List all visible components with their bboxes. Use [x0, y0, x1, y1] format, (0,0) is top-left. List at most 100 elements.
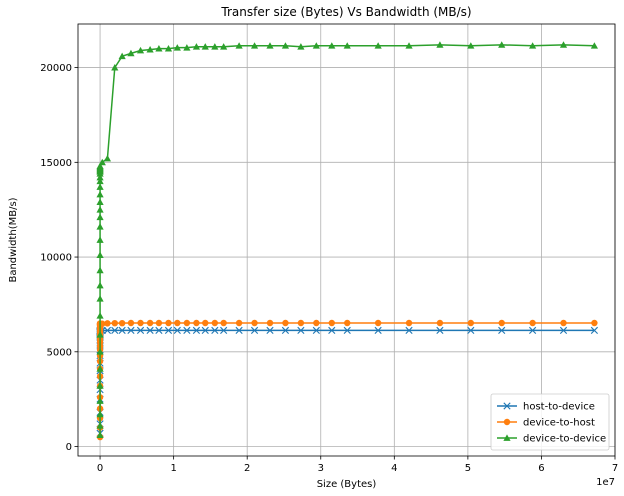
data-point: [155, 326, 163, 334]
y-tick-label: 20000: [40, 63, 72, 74]
data-point: [503, 402, 511, 410]
legend-item: device-to-host: [497, 418, 595, 429]
data-point: [192, 326, 201, 334]
y-tick-label: 10000: [40, 253, 72, 264]
data-point: [193, 319, 200, 327]
data-point: [559, 41, 568, 48]
data-point: [529, 326, 537, 334]
data-point: [96, 236, 104, 243]
legend-box: [490, 393, 610, 451]
y-tick-label: 15000: [40, 158, 72, 169]
chart-title: Transfer size (Bytes) Vs Bandwidth (MB/s…: [220, 5, 471, 19]
data-point: [96, 162, 104, 169]
data-point: [118, 326, 126, 334]
data-point: [103, 326, 112, 334]
data-point: [220, 326, 228, 334]
plot-area: [78, 24, 615, 456]
data-point: [498, 326, 506, 334]
x-axis-offset-label: 1e7: [596, 477, 615, 488]
data-point: [155, 319, 163, 327]
data-point: [467, 319, 475, 327]
data-point: [498, 41, 506, 48]
data-point: [374, 319, 382, 327]
data-point: [201, 326, 209, 334]
data-point: [98, 158, 106, 166]
data-point: [96, 190, 104, 198]
data-point: [118, 52, 126, 60]
series-layer: [96, 41, 599, 441]
data-point: [136, 46, 145, 54]
data-point: [96, 213, 104, 221]
data-point: [374, 326, 382, 334]
legend-label: device-to-device: [523, 434, 606, 445]
data-point: [96, 251, 104, 259]
data-point: [202, 319, 209, 327]
data-point: [192, 43, 201, 50]
data-point: [374, 42, 382, 49]
data-point: [96, 422, 104, 429]
plot-border: [77, 23, 616, 457]
legend: host-to-device device-to-host device-to-de…: [490, 393, 610, 451]
data-point: [250, 42, 259, 49]
legend-label: device-to-host: [523, 418, 595, 429]
data-point: [96, 223, 104, 230]
data-point: [251, 319, 258, 327]
data-point: [164, 45, 173, 52]
data-point: [127, 49, 135, 57]
data-point: [328, 319, 335, 327]
data-point: [436, 319, 444, 327]
data-point: [266, 326, 274, 334]
data-point: [96, 410, 104, 418]
legend-label: host-to-device: [523, 402, 595, 413]
data-point: [503, 418, 511, 426]
data-point: [96, 331, 104, 338]
data-point: [328, 42, 336, 49]
data-point: [211, 43, 219, 50]
data-point: [96, 397, 104, 404]
data-point: [503, 434, 511, 441]
data-point: [559, 326, 568, 334]
x-tick-label: 7: [612, 463, 618, 474]
data-point: [96, 266, 104, 274]
x-tick-label: 6: [538, 463, 544, 474]
data-point: [529, 42, 537, 49]
data-point: [467, 326, 475, 334]
data-point: [174, 319, 181, 327]
data-point: [96, 365, 104, 372]
series-device-to-device: [96, 41, 599, 439]
data-point: [96, 431, 104, 439]
data-point: [146, 45, 154, 53]
data-point: [343, 326, 351, 334]
data-point: [96, 173, 104, 181]
data-point: [266, 42, 274, 49]
data-point: [344, 319, 351, 327]
y-tick-label: 0: [66, 442, 72, 453]
data-point: [211, 319, 219, 327]
data-point: [136, 326, 145, 334]
data-point: [312, 42, 320, 49]
data-point: [96, 177, 104, 185]
data-point: [436, 41, 444, 48]
data-point: [405, 42, 413, 49]
data-point: [111, 63, 119, 71]
data-point: [137, 319, 144, 327]
data-point: [436, 326, 444, 334]
x-tick-label: 2: [244, 463, 250, 474]
data-point: [165, 319, 172, 327]
data-point: [96, 183, 104, 190]
data-point: [118, 319, 126, 327]
data-point: [529, 319, 536, 327]
data-point: [155, 45, 163, 52]
data-point: [560, 319, 567, 327]
data-point: [183, 44, 191, 51]
data-point: [201, 43, 209, 50]
x-axis-ticks: 0 1 2 3 4 5 6 7: [97, 456, 618, 474]
data-point: [235, 319, 243, 327]
legend-item: device-to-device: [497, 434, 606, 445]
x-tick-label: 4: [391, 463, 397, 474]
data-point: [127, 326, 135, 334]
legend-item: host-to-device: [497, 402, 595, 413]
x-tick-label: 0: [97, 463, 103, 474]
data-point: [96, 295, 104, 302]
x-tick-label: 1: [170, 463, 176, 474]
